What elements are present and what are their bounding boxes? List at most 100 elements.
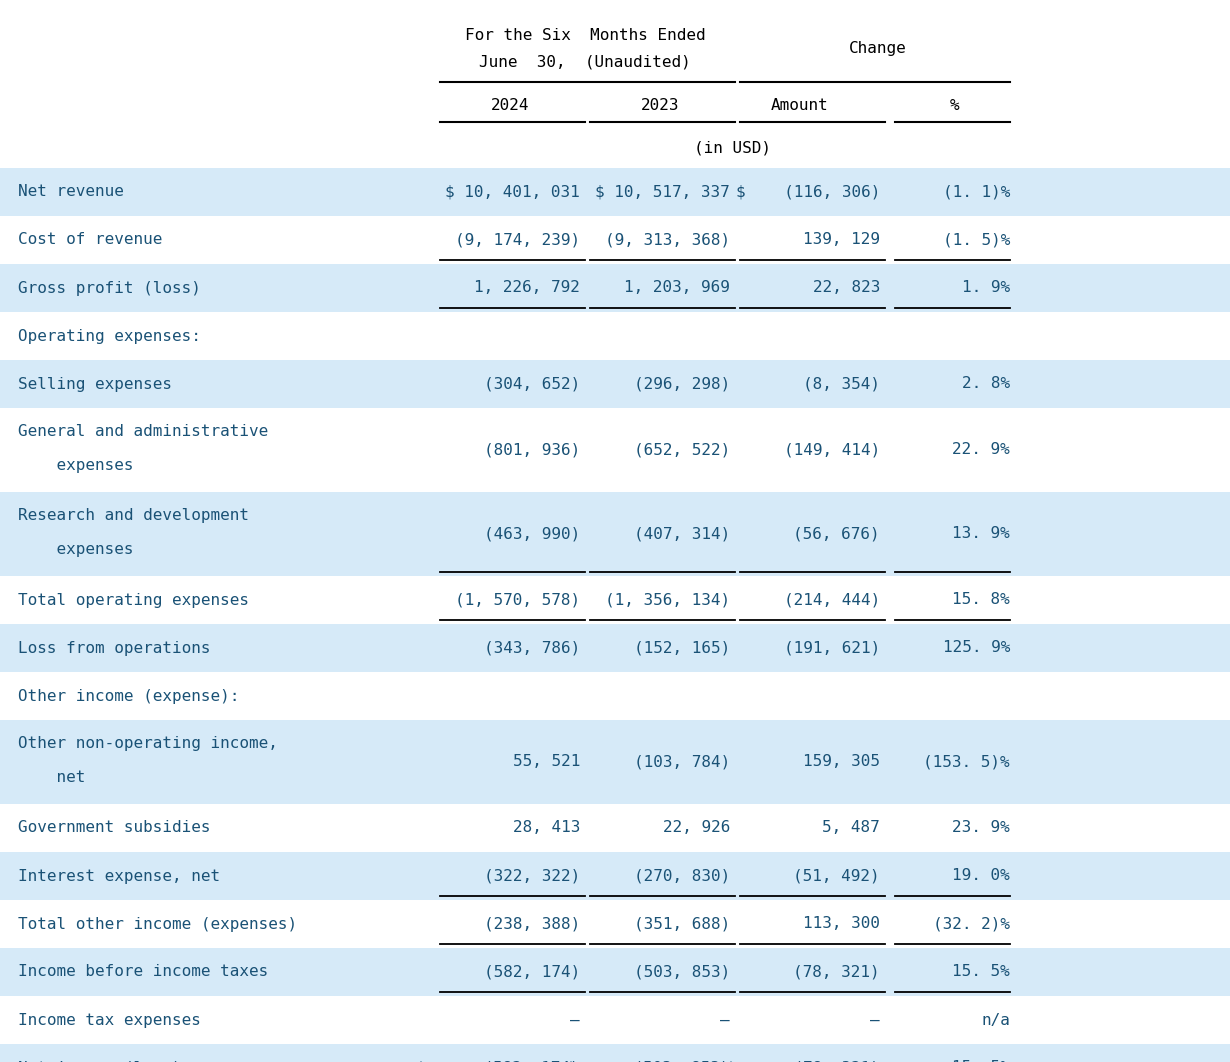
Text: 2023: 2023: [641, 98, 679, 113]
Text: 22, 823: 22, 823: [813, 280, 879, 295]
Bar: [0, 624, 1230, 672]
Text: Change: Change: [849, 40, 907, 55]
Text: 1, 203, 969: 1, 203, 969: [624, 280, 729, 295]
Text: (103, 784): (103, 784): [633, 754, 729, 770]
Bar: [0, 720, 1230, 804]
Bar: [0, 804, 1230, 852]
Bar: [0, 408, 1230, 492]
Text: (652, 522): (652, 522): [633, 443, 729, 458]
Text: Income before income taxes: Income before income taxes: [18, 964, 268, 979]
Text: Loss from operations: Loss from operations: [18, 640, 210, 655]
Text: (582, 174): (582, 174): [483, 964, 581, 979]
Text: 13. 9%: 13. 9%: [952, 527, 1010, 542]
Bar: [0, 852, 1230, 900]
Text: 159, 305: 159, 305: [803, 754, 879, 770]
Text: General and administrative: General and administrative: [18, 424, 268, 439]
Text: (56, 676): (56, 676): [793, 527, 879, 542]
Text: (463, 990): (463, 990): [483, 527, 581, 542]
Text: 22, 926: 22, 926: [663, 821, 729, 836]
Text: 15. 8%: 15. 8%: [952, 593, 1010, 607]
Text: 2. 8%: 2. 8%: [962, 377, 1010, 392]
Text: (78, 321): (78, 321): [793, 964, 879, 979]
Text: net: net: [18, 770, 85, 785]
Text: —: —: [871, 1012, 879, 1028]
Bar: [0, 264, 1230, 312]
Text: $ 10, 517, 337: $ 10, 517, 337: [595, 185, 729, 200]
Text: Other non-operating income,: Other non-operating income,: [18, 736, 278, 751]
Text: $      (78, 321): $ (78, 321): [726, 1061, 879, 1062]
Text: 55, 521: 55, 521: [513, 754, 581, 770]
Text: Selling expenses: Selling expenses: [18, 377, 172, 392]
Text: (1, 570, 578): (1, 570, 578): [455, 593, 581, 607]
Text: (in USD): (in USD): [694, 140, 771, 155]
Text: Net income (loss): Net income (loss): [18, 1061, 182, 1062]
Text: 28, 413: 28, 413: [513, 821, 581, 836]
Text: (9, 174, 239): (9, 174, 239): [455, 233, 581, 247]
Text: expenses: expenses: [18, 542, 134, 556]
Text: (153. 5)%: (153. 5)%: [924, 754, 1010, 770]
Text: Gross profit (loss): Gross profit (loss): [18, 280, 200, 295]
Text: (32. 2)%: (32. 2)%: [934, 917, 1010, 931]
Text: (51, 492): (51, 492): [793, 869, 879, 884]
Text: 139, 129: 139, 129: [803, 233, 879, 247]
Text: Cost of revenue: Cost of revenue: [18, 233, 162, 247]
Text: (351, 688): (351, 688): [633, 917, 729, 931]
Text: 22. 9%: 22. 9%: [952, 443, 1010, 458]
Text: (8, 354): (8, 354): [803, 377, 879, 392]
Bar: [0, 168, 1230, 216]
Text: Research and development: Research and development: [18, 508, 248, 523]
Bar: [0, 1044, 1230, 1062]
Text: 113, 300: 113, 300: [803, 917, 879, 931]
Bar: [0, 948, 1230, 996]
Text: n/a: n/a: [982, 1012, 1010, 1028]
Text: $      (503, 853): $ (503, 853): [566, 1061, 729, 1062]
Text: (238, 388): (238, 388): [483, 917, 581, 931]
Text: 5, 487: 5, 487: [822, 821, 879, 836]
Text: (801, 936): (801, 936): [483, 443, 581, 458]
Text: —: —: [571, 1012, 581, 1028]
Text: (1. 5)%: (1. 5)%: [942, 233, 1010, 247]
Text: 125. 9%: 125. 9%: [942, 640, 1010, 655]
Text: 23. 9%: 23. 9%: [952, 821, 1010, 836]
Text: (407, 314): (407, 314): [633, 527, 729, 542]
Text: (304, 652): (304, 652): [483, 377, 581, 392]
Text: (503, 853): (503, 853): [633, 964, 729, 979]
Bar: [0, 312, 1230, 360]
Text: $ 10, 401, 031: $ 10, 401, 031: [445, 185, 581, 200]
Text: Net revenue: Net revenue: [18, 185, 124, 200]
Bar: [0, 216, 1230, 264]
Text: (296, 298): (296, 298): [633, 377, 729, 392]
Text: (1. 1)%: (1. 1)%: [942, 185, 1010, 200]
Text: Government subsidies: Government subsidies: [18, 821, 210, 836]
Text: (270, 830): (270, 830): [633, 869, 729, 884]
Text: 15. 5%: 15. 5%: [952, 1061, 1010, 1062]
Text: expenses: expenses: [18, 458, 134, 473]
Text: (9, 313, 368): (9, 313, 368): [605, 233, 729, 247]
Text: Income tax expenses: Income tax expenses: [18, 1012, 200, 1028]
Text: %: %: [951, 98, 959, 113]
Bar: [0, 576, 1230, 624]
Text: Amount: Amount: [771, 98, 829, 113]
Bar: [0, 996, 1230, 1044]
Text: (214, 444): (214, 444): [784, 593, 879, 607]
Text: 1. 9%: 1. 9%: [962, 280, 1010, 295]
Text: 19. 0%: 19. 0%: [952, 869, 1010, 884]
Text: Other income (expense):: Other income (expense):: [18, 688, 240, 703]
Text: Operating expenses:: Operating expenses:: [18, 328, 200, 343]
Bar: [0, 492, 1230, 576]
Text: (322, 322): (322, 322): [483, 869, 581, 884]
Text: $      (582, 174): $ (582, 174): [417, 1061, 581, 1062]
Text: June  30,  (Unaudited): June 30, (Unaudited): [480, 54, 691, 69]
Text: (1, 356, 134): (1, 356, 134): [605, 593, 729, 607]
Bar: [0, 360, 1230, 408]
Text: 2024: 2024: [491, 98, 529, 113]
Text: Total operating expenses: Total operating expenses: [18, 593, 248, 607]
Text: 1, 226, 792: 1, 226, 792: [474, 280, 581, 295]
Text: Interest expense, net: Interest expense, net: [18, 869, 220, 884]
Text: —: —: [721, 1012, 729, 1028]
Text: For the Six  Months Ended: For the Six Months Ended: [465, 28, 705, 42]
Text: (191, 621): (191, 621): [784, 640, 879, 655]
Text: (343, 786): (343, 786): [483, 640, 581, 655]
Text: 15. 5%: 15. 5%: [952, 964, 1010, 979]
Text: (152, 165): (152, 165): [633, 640, 729, 655]
